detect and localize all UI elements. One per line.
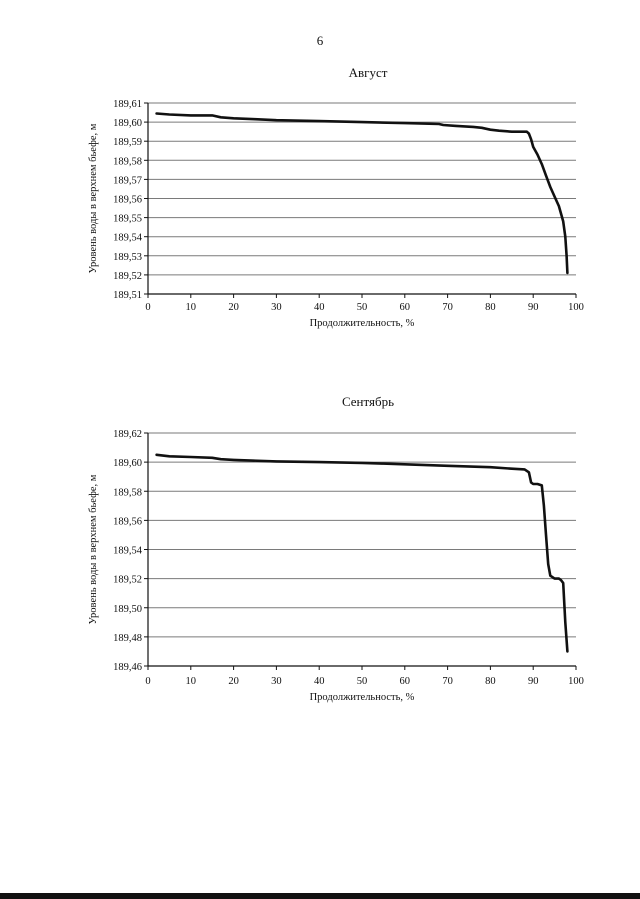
chart2-xtick-label: 60 <box>400 676 411 687</box>
chart2-xtick-label: 30 <box>271 676 282 687</box>
chart2-xtick-label: 80 <box>485 676 496 687</box>
page-number: 6 <box>316 33 324 48</box>
chart1-x-axis-label: Продолжительность, % <box>310 318 415 329</box>
chart2-series-line <box>155 453 569 653</box>
chart2-ytick-label: 189,62 <box>113 429 142 440</box>
chart2-xtick-label: 90 <box>528 676 539 687</box>
chart2-y-axis-label: Уровень воды в верхнем бьефе, м <box>88 474 99 624</box>
chart2-ytick-label: 189,52 <box>113 575 142 586</box>
chart1-xtick-label: 100 <box>568 302 584 313</box>
chart1-xtick-label: 10 <box>186 302 197 313</box>
chart2-xtick-label: 10 <box>186 676 197 687</box>
chart1-xtick-label: 0 <box>145 302 150 313</box>
chart1-ytick-label: 189,52 <box>113 271 142 282</box>
chart2-ytick-label: 189,50 <box>113 604 142 615</box>
chart2-ytick-label: 189,58 <box>113 487 142 498</box>
scan-border-bottom <box>0 893 640 899</box>
chart1-xtick-label: 70 <box>442 302 453 313</box>
chart1-series-line <box>155 112 569 275</box>
chart1-xtick-label: 80 <box>485 302 496 313</box>
chart1-xtick-label: 40 <box>314 302 325 313</box>
chart1-ytick-label: 189,54 <box>113 233 143 244</box>
chart1-ytick-label: 189,58 <box>113 156 142 167</box>
chart2-ytick-label: 189,60 <box>113 458 142 469</box>
chart2-title: Сентябрь <box>342 394 394 409</box>
chart1-ytick-label: 189,60 <box>113 118 142 129</box>
chart1-xtick-label: 50 <box>357 302 368 313</box>
chart1-ytick-label: 189,55 <box>113 214 142 225</box>
chart2-xtick-label: 20 <box>228 676 239 687</box>
chart2-xtick-label: 70 <box>442 676 453 687</box>
chart2-ytick-label: 189,48 <box>113 633 142 644</box>
chart1-xtick-label: 30 <box>271 302 282 313</box>
chart2-xtick-label: 50 <box>357 676 368 687</box>
chart2-xtick-label: 40 <box>314 676 325 687</box>
chart2-ytick-label: 189,54 <box>113 546 143 557</box>
chart1-ytick-label: 189,57 <box>113 175 142 186</box>
chart1-ytick-label: 189,56 <box>113 195 142 206</box>
chart2-ytick-label: 189,46 <box>113 662 142 673</box>
chart1-xtick-label: 20 <box>228 302 239 313</box>
chart1-xtick-label: 60 <box>400 302 411 313</box>
chart1-ytick-label: 189,61 <box>113 99 142 110</box>
chart1-ytick-label: 189,51 <box>113 290 142 301</box>
chart2-xtick-label: 0 <box>145 676 150 687</box>
chart2-ytick-label: 189,56 <box>113 516 142 527</box>
chart1-xtick-label: 90 <box>528 302 539 313</box>
chart2-x-axis-label: Продолжительность, % <box>310 692 415 703</box>
chart1-ytick-label: 189,53 <box>113 252 142 263</box>
chart1-y-axis-label: Уровень воды в верхнем бьефе, м <box>88 123 99 273</box>
chart2-xtick-label: 100 <box>568 676 584 687</box>
chart1-ytick-label: 189,59 <box>113 137 142 148</box>
chart1-title: Август <box>349 65 388 80</box>
